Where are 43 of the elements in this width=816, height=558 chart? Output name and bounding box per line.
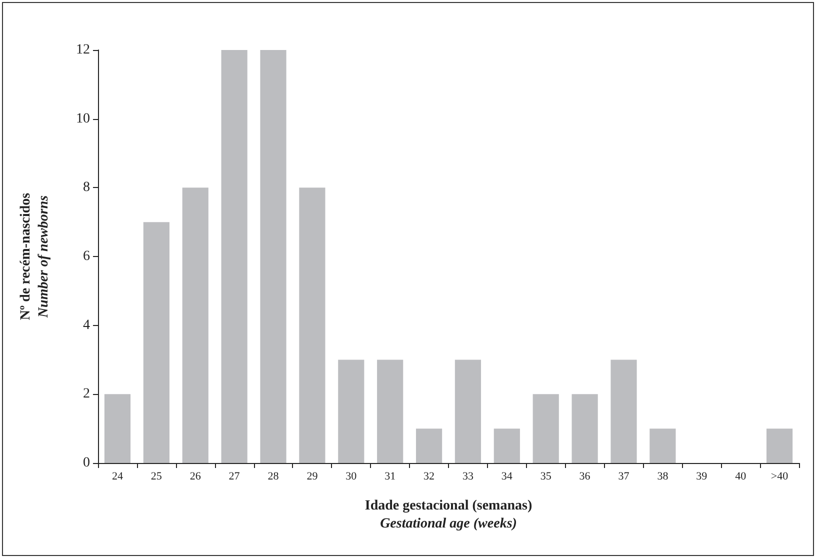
bar	[650, 428, 676, 463]
x-tick-label: 25	[150, 470, 162, 482]
x-tick-label: 28	[268, 470, 280, 482]
x-tick-label: 32	[424, 470, 435, 482]
y-tick-label: 12	[76, 42, 90, 58]
x-tick-label: 33	[462, 470, 474, 482]
x-axis-title: Idade gestacional (semanas) Gestational age (weeks)	[364, 498, 532, 532]
x-tick-label: 34	[501, 470, 513, 482]
bar	[299, 188, 326, 463]
y-tick-label: 8	[83, 180, 90, 196]
bar	[416, 428, 442, 463]
bar	[104, 394, 131, 463]
y-tick-label: 4	[83, 318, 90, 333]
x-tick-label: 30	[346, 470, 358, 482]
y-axis-title: Nº de recém-nascidos Number of newborns	[18, 192, 52, 320]
x-tick-label: 40	[735, 470, 747, 482]
bar	[572, 394, 598, 463]
x-tick-label: 37	[618, 470, 630, 482]
bar	[377, 360, 404, 463]
bar	[532, 394, 559, 463]
x-tick-label: 27	[228, 470, 240, 482]
bar	[260, 50, 286, 463]
bar	[494, 428, 520, 463]
x-tick-label: 29	[306, 470, 318, 482]
x-tick-label: >40	[770, 470, 789, 482]
bar	[143, 222, 170, 463]
bar	[610, 360, 637, 463]
x-tick-label: 26	[190, 470, 202, 482]
bar	[338, 360, 364, 463]
x-tick-label: 31	[384, 470, 396, 482]
x-tick-label: 24	[112, 470, 124, 482]
bar	[221, 50, 248, 463]
bar	[766, 428, 793, 463]
bar	[454, 360, 482, 463]
y-tick-label: 10	[76, 111, 90, 126]
x-tick-label: 36	[579, 470, 591, 482]
y-tick-label: 6	[83, 249, 90, 264]
x-tick-label: 35	[540, 470, 552, 482]
y-tick-label: 0	[83, 456, 90, 470]
bar	[182, 188, 208, 463]
x-tick-label: 38	[657, 470, 669, 482]
y-tick-label: 2	[83, 386, 90, 402]
x-tick-label: 39	[696, 470, 708, 482]
